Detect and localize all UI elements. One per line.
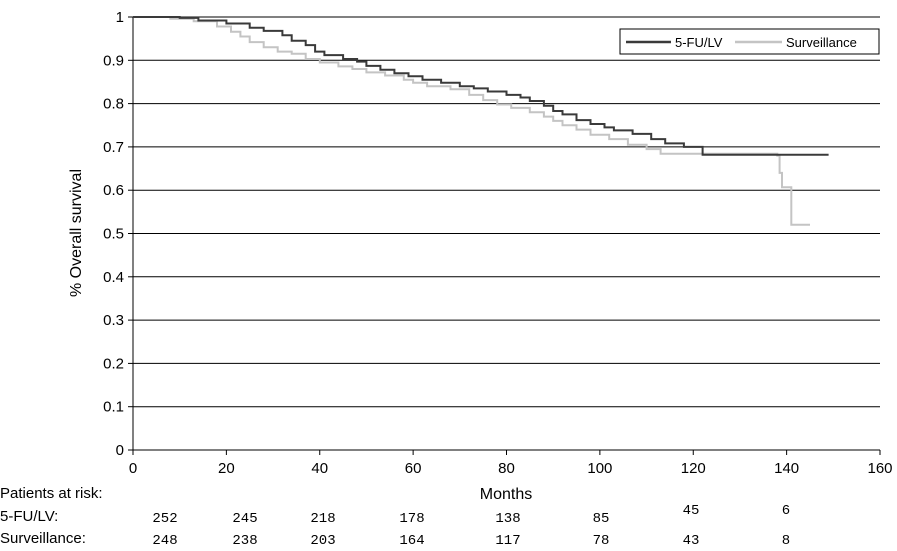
x-tick-label: 100 bbox=[587, 460, 612, 477]
y-axis-title: % Overall survival bbox=[68, 169, 85, 297]
risk-count-5fulv: 252 bbox=[152, 511, 178, 527]
risk-count-5fulv: 178 bbox=[399, 511, 425, 527]
risk-count-surveillance: 164 bbox=[399, 533, 425, 549]
x-tick-label: 0 bbox=[129, 460, 137, 477]
risk-count-surveillance: 248 bbox=[152, 533, 178, 549]
risk-row-label-5fulv: 5-FU/LV: bbox=[0, 508, 59, 525]
risk-count-surveillance: 78 bbox=[592, 533, 610, 549]
y-tick-label: 0.1 bbox=[103, 399, 124, 416]
series-line-5fulv bbox=[133, 16, 829, 156]
risk-count-5fulv: 85 bbox=[592, 511, 610, 527]
y-tick-label: 0.5 bbox=[103, 226, 124, 243]
risk-count-5fulv: 245 bbox=[232, 511, 258, 527]
risk-count-surveillance: 117 bbox=[495, 533, 521, 549]
x-axis: 0 20 40 60 80 100 120 140 160 bbox=[129, 449, 893, 477]
x-tick-label: 140 bbox=[774, 460, 799, 477]
y-tick-label: 0 bbox=[116, 442, 124, 459]
y-tick-label: 0.9 bbox=[103, 52, 124, 69]
series-lines bbox=[133, 16, 829, 226]
x-tick-label: 80 bbox=[498, 460, 515, 477]
y-tick-label: 0.4 bbox=[103, 269, 124, 286]
x-tick-label: 20 bbox=[218, 460, 235, 477]
y-tick-label: 0.7 bbox=[103, 139, 124, 156]
x-tick-label: 120 bbox=[681, 460, 706, 477]
x-tick-label: 160 bbox=[867, 460, 892, 477]
y-tick-label: 0.8 bbox=[103, 96, 124, 113]
y-tick-label: 0.3 bbox=[103, 312, 124, 329]
legend-label-surveillance: Surveillance bbox=[786, 35, 857, 50]
risk-table-title: Patients at risk: bbox=[0, 485, 103, 502]
y-tick-label: 1 bbox=[116, 9, 124, 26]
risk-count-5fulv: 6 bbox=[781, 503, 791, 519]
legend: 5-FU/LV Surveillance bbox=[619, 28, 880, 55]
risk-count-surveillance: 8 bbox=[781, 533, 791, 549]
risk-count-surveillance: 238 bbox=[232, 533, 258, 549]
risk-count-surveillance: 203 bbox=[310, 533, 336, 549]
x-tick-label: 40 bbox=[311, 460, 328, 477]
y-tick-label: 0.6 bbox=[103, 182, 124, 199]
series-line-surveillance bbox=[133, 16, 810, 226]
x-tick-label: 60 bbox=[405, 460, 422, 477]
x-axis-title: Months bbox=[480, 486, 532, 503]
risk-count-5fulv: 218 bbox=[310, 511, 336, 527]
risk-row-label-surveillance: Surveillance: bbox=[0, 530, 86, 547]
risk-count-surveillance: 43 bbox=[682, 533, 700, 549]
risk-count-5fulv: 138 bbox=[495, 511, 521, 527]
y-axis: 0 0.1 0.2 0.3 0.4 0.5 0.6 0.7 0.8 0.9 1 bbox=[103, 9, 134, 459]
risk-count-5fulv: 45 bbox=[682, 503, 700, 519]
y-tick-label: 0.2 bbox=[103, 355, 124, 372]
gridlines bbox=[133, 16, 880, 408]
legend-label-5fulv: 5-FU/LV bbox=[675, 35, 723, 50]
